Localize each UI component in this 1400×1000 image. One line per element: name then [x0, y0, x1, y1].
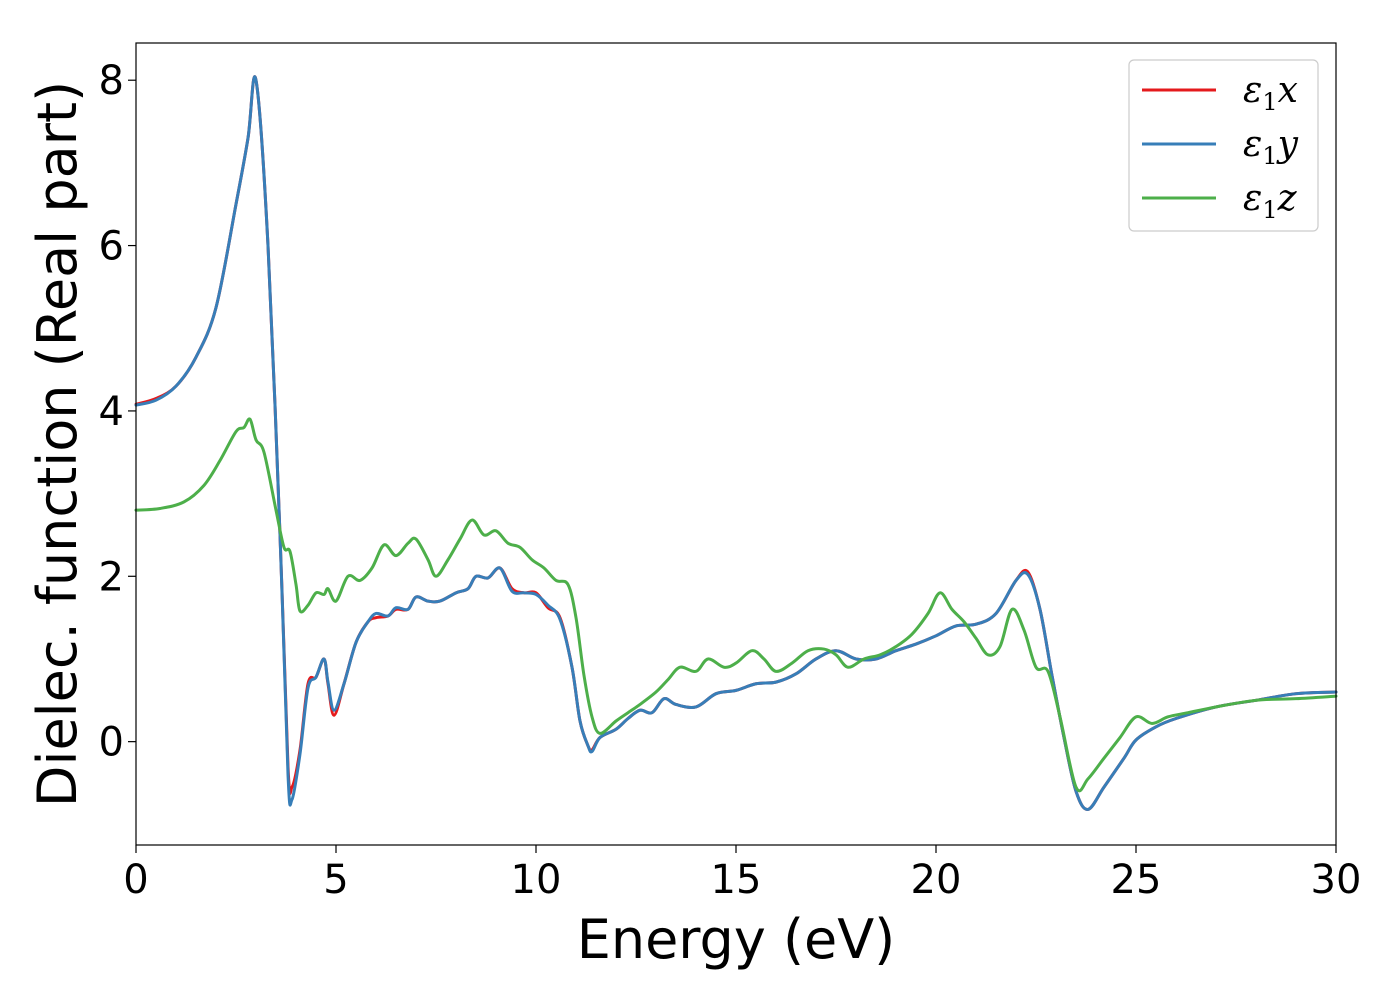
y-tick-label: 4 — [99, 389, 124, 435]
x-tick-label: 5 — [323, 857, 348, 903]
series-line-2 — [134, 75, 1338, 811]
x-tick-label: 25 — [1111, 857, 1162, 903]
y-tick-label: 0 — [99, 720, 124, 766]
legend: ε1x ε1y ε1z — [1128, 59, 1319, 232]
x-tick-label: 10 — [511, 857, 562, 903]
legend-label-1: ε1x — [1243, 70, 1298, 116]
x-tick-label: 30 — [1311, 857, 1362, 903]
series-line-3 — [134, 417, 1338, 793]
x-axis-title: Energy (eV) — [577, 908, 896, 971]
y-axis-title: Dielec. function (Real part) — [26, 81, 89, 807]
y-tick-label: 6 — [99, 224, 124, 270]
legend-label-3: ε1z — [1243, 178, 1298, 224]
legend-box — [1128, 59, 1319, 232]
x-tick-label: 0 — [123, 857, 148, 903]
y-tick-label: 8 — [99, 58, 124, 104]
y-tick-label: 2 — [99, 554, 124, 600]
x-axis-ticks: 0 5 10 15 20 25 30 — [123, 845, 1361, 903]
x-tick-label: 15 — [711, 857, 762, 903]
y-axis-ticks: 0 2 4 6 8 — [99, 58, 136, 766]
x-tick-label: 20 — [911, 857, 962, 903]
series-layer — [134, 75, 1338, 811]
legend-label-2: ε1y — [1243, 124, 1299, 170]
